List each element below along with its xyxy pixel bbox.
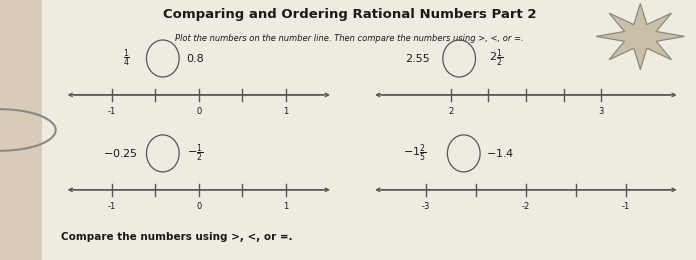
Text: 0: 0 xyxy=(196,202,201,211)
Text: Comparing and Ordering Rational Numbers Part 2: Comparing and Ordering Rational Numbers … xyxy=(162,8,536,21)
Text: $2\frac{1}{2}$: $2\frac{1}{2}$ xyxy=(489,48,503,69)
Text: $-\frac{1}{2}$: $-\frac{1}{2}$ xyxy=(187,143,204,164)
Text: $-1.4$: $-1.4$ xyxy=(486,147,514,159)
Polygon shape xyxy=(596,4,684,69)
Text: Plot the numbers on the number line. Then compare the numbers using >, <, or =.: Plot the numbers on the number line. The… xyxy=(175,34,523,43)
FancyBboxPatch shape xyxy=(35,0,696,260)
Text: 0: 0 xyxy=(196,107,201,116)
Text: 3: 3 xyxy=(599,107,604,116)
Text: 1: 1 xyxy=(283,202,289,211)
Text: 2: 2 xyxy=(448,107,453,116)
Text: $-0.25$: $-0.25$ xyxy=(103,147,138,159)
Text: -1: -1 xyxy=(107,202,116,211)
Text: Compare the numbers using >, <, or =.: Compare the numbers using >, <, or =. xyxy=(61,232,293,242)
Text: $\frac{1}{4}$: $\frac{1}{4}$ xyxy=(123,48,130,69)
Text: -1: -1 xyxy=(622,202,631,211)
Text: -3: -3 xyxy=(421,202,429,211)
Text: -2: -2 xyxy=(522,202,530,211)
Text: $-1\frac{2}{5}$: $-1\frac{2}{5}$ xyxy=(403,143,427,164)
Text: 2.55: 2.55 xyxy=(406,54,430,63)
Text: -1: -1 xyxy=(107,107,116,116)
Text: 0.8: 0.8 xyxy=(187,54,205,63)
Text: 1: 1 xyxy=(283,107,289,116)
